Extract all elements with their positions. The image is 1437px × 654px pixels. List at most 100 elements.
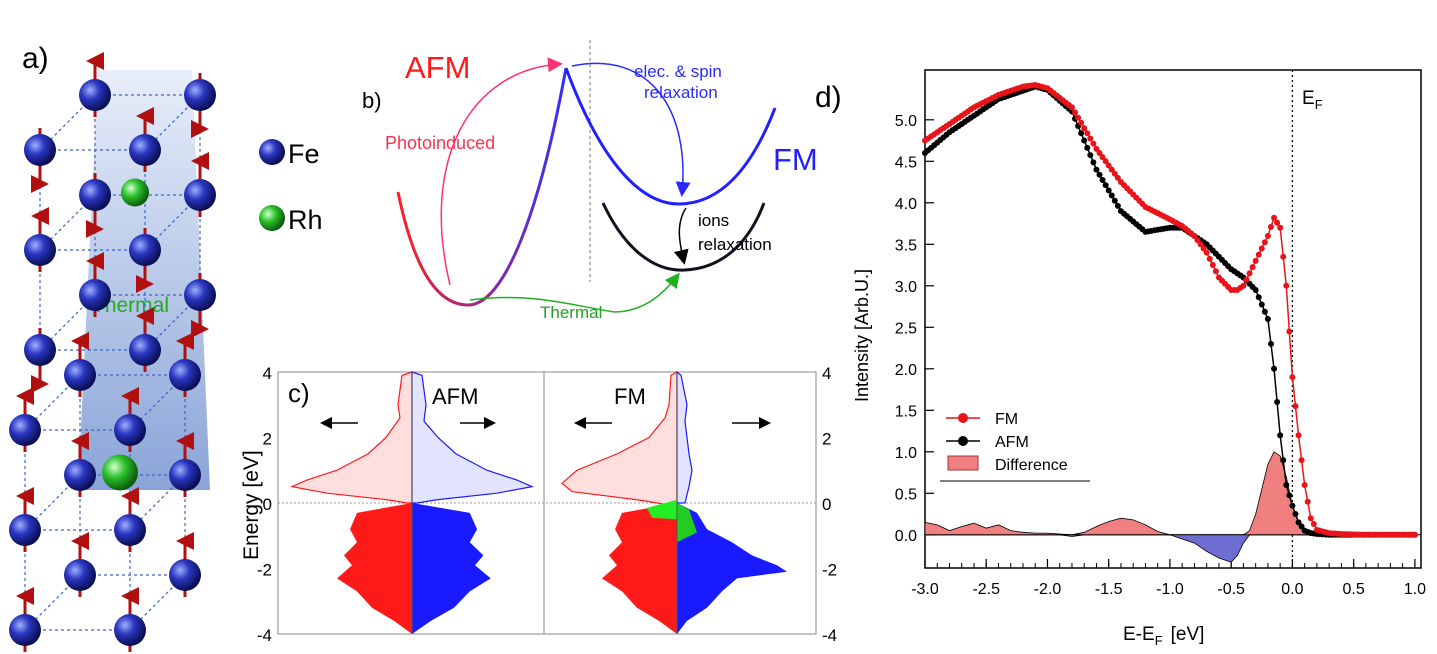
- fm-fe-atom: [9, 414, 41, 446]
- fm-point: [1283, 282, 1290, 289]
- panel-c-label: c): [288, 378, 310, 408]
- fm-point: [1093, 145, 1100, 152]
- legend-afm-marker: [958, 436, 968, 446]
- fm-point: [1114, 174, 1121, 181]
- legend-diff-swatch: [947, 455, 979, 471]
- fm-point: [1078, 119, 1085, 126]
- fm-point: [1258, 245, 1265, 252]
- fm-green-states: [647, 499, 677, 520]
- afm-point: [1105, 187, 1112, 194]
- afm-potential-curve: [396, 67, 568, 307]
- afm-point: [1087, 152, 1094, 159]
- y-tick-label: 1.0: [895, 445, 917, 462]
- fm-point: [1301, 482, 1308, 488]
- afm-point: [1096, 171, 1103, 178]
- y-tick-label: 2.5: [895, 320, 917, 337]
- fm-point: [1203, 249, 1210, 256]
- afm-fe-atom: [129, 134, 161, 166]
- plot-axes: -3.0 -2.5 -2.0 -1.5 -1.0 -0.5 0.0 0.5 1.0 0.0 0.5 1…: [895, 70, 1426, 598]
- c-tick-right: 0: [822, 495, 831, 514]
- fm-point: [1280, 253, 1287, 260]
- y-tick-label: 4.0: [895, 196, 917, 213]
- afm-fe-atom: [184, 179, 216, 211]
- c-tick-right: 4: [822, 364, 831, 383]
- fm-potential-curve: [564, 67, 777, 206]
- fm-point: [1267, 223, 1274, 230]
- afm-point: [1286, 492, 1293, 499]
- afm-point: [1111, 197, 1118, 204]
- x-tick-label: 1.0: [1404, 581, 1426, 598]
- afm-point: [1099, 176, 1106, 183]
- y-tick-label: 4.5: [895, 154, 917, 171]
- fm-point: [1206, 255, 1213, 262]
- afm-point: [1274, 399, 1281, 405]
- afm-fe-atom: [79, 79, 111, 111]
- panel-a: a) Thermal Fe Rh: [9, 42, 323, 652]
- afm-label-b: AFM: [405, 50, 470, 85]
- afm-point: [1295, 519, 1302, 526]
- plot-xlabel: E-EF [eV]: [1123, 624, 1204, 648]
- afm-fe-atom: [184, 279, 216, 311]
- fm-point: [1105, 162, 1112, 169]
- fm-point: [1292, 403, 1299, 410]
- fm-point: [1286, 328, 1293, 335]
- panel-a-label: a): [22, 42, 49, 75]
- panel-b-label: b): [362, 88, 382, 113]
- fm-point: [1307, 515, 1314, 522]
- afm-point: [1084, 144, 1091, 151]
- fm-occ-up: [602, 503, 677, 634]
- fm-point: [1264, 233, 1271, 239]
- y-tick-label: 3.5: [895, 237, 917, 254]
- afm-point: [1261, 308, 1268, 315]
- fm-fe-atom: [169, 559, 201, 591]
- fm-point: [1411, 531, 1418, 538]
- crystal-afm: [24, 52, 216, 393]
- y-tick-label: 0.5: [895, 486, 917, 503]
- y-tick-label: 0.0: [895, 528, 917, 545]
- x-tick-label: -2.5: [972, 581, 1000, 598]
- afm-occ-up: [337, 503, 412, 634]
- dos-fm: [561, 370, 787, 634]
- x-tick-label: -3.0: [911, 581, 939, 598]
- afm-label-c: AFM: [432, 384, 478, 409]
- c-tick-right: -4: [822, 626, 837, 645]
- x-tick-label: -1.5: [1095, 581, 1123, 598]
- fm-point: [1295, 432, 1302, 439]
- afm-point: [1081, 137, 1088, 144]
- panel-b: AFM b) FM Photoinduced elec. & spin rela…: [362, 40, 818, 322]
- fm-label-c: FM: [614, 384, 646, 409]
- fm-fe-atom: [169, 359, 201, 391]
- photoinduced-arrow: [440, 57, 563, 286]
- fm-point: [1081, 125, 1088, 132]
- panel-d-label: d): [815, 81, 842, 114]
- fm-point: [1194, 237, 1201, 244]
- fm-point: [1075, 114, 1082, 121]
- afm-occ-down: [412, 503, 491, 634]
- fm-point: [1197, 241, 1204, 248]
- fm-fe-atom: [169, 459, 201, 491]
- legend-fm-label: FM: [995, 411, 1018, 428]
- legend-diff-label: Difference: [995, 457, 1068, 474]
- fm-point: [1274, 219, 1281, 226]
- rh-atom-icon: [259, 205, 285, 231]
- fm-point: [1209, 262, 1216, 269]
- plot-legend: FM AFM Difference: [940, 411, 1090, 482]
- fm-point: [1191, 233, 1198, 239]
- panel-c-ticks: 4 4 2 2 0 0 -2 -2 -4 -4: [257, 364, 837, 645]
- plot-frame: [924, 69, 1422, 569]
- fm-fe-atom: [64, 559, 96, 591]
- afm-point: [1078, 130, 1085, 137]
- fm-point: [1243, 276, 1250, 283]
- fm-point: [1111, 170, 1118, 177]
- afm-point: [1264, 316, 1271, 322]
- y-tick-label: 2.0: [895, 362, 917, 379]
- ions-label-1: ions: [698, 211, 729, 230]
- relax-label-2: relaxation: [644, 83, 718, 102]
- element-legend: Fe Rh: [259, 139, 323, 235]
- plot-ylabel: Intensity [Arb.U.]: [852, 269, 872, 402]
- fm-point: [1099, 154, 1106, 161]
- panel-c: c) AFM FM Energy [eV] 4 4 2 2 0 0 -2 -2 -4 -4: [240, 364, 837, 645]
- afm-point: [1108, 192, 1115, 199]
- afm-fe-atom: [24, 334, 56, 366]
- panel-c-ylabel: Energy [eV]: [240, 450, 263, 560]
